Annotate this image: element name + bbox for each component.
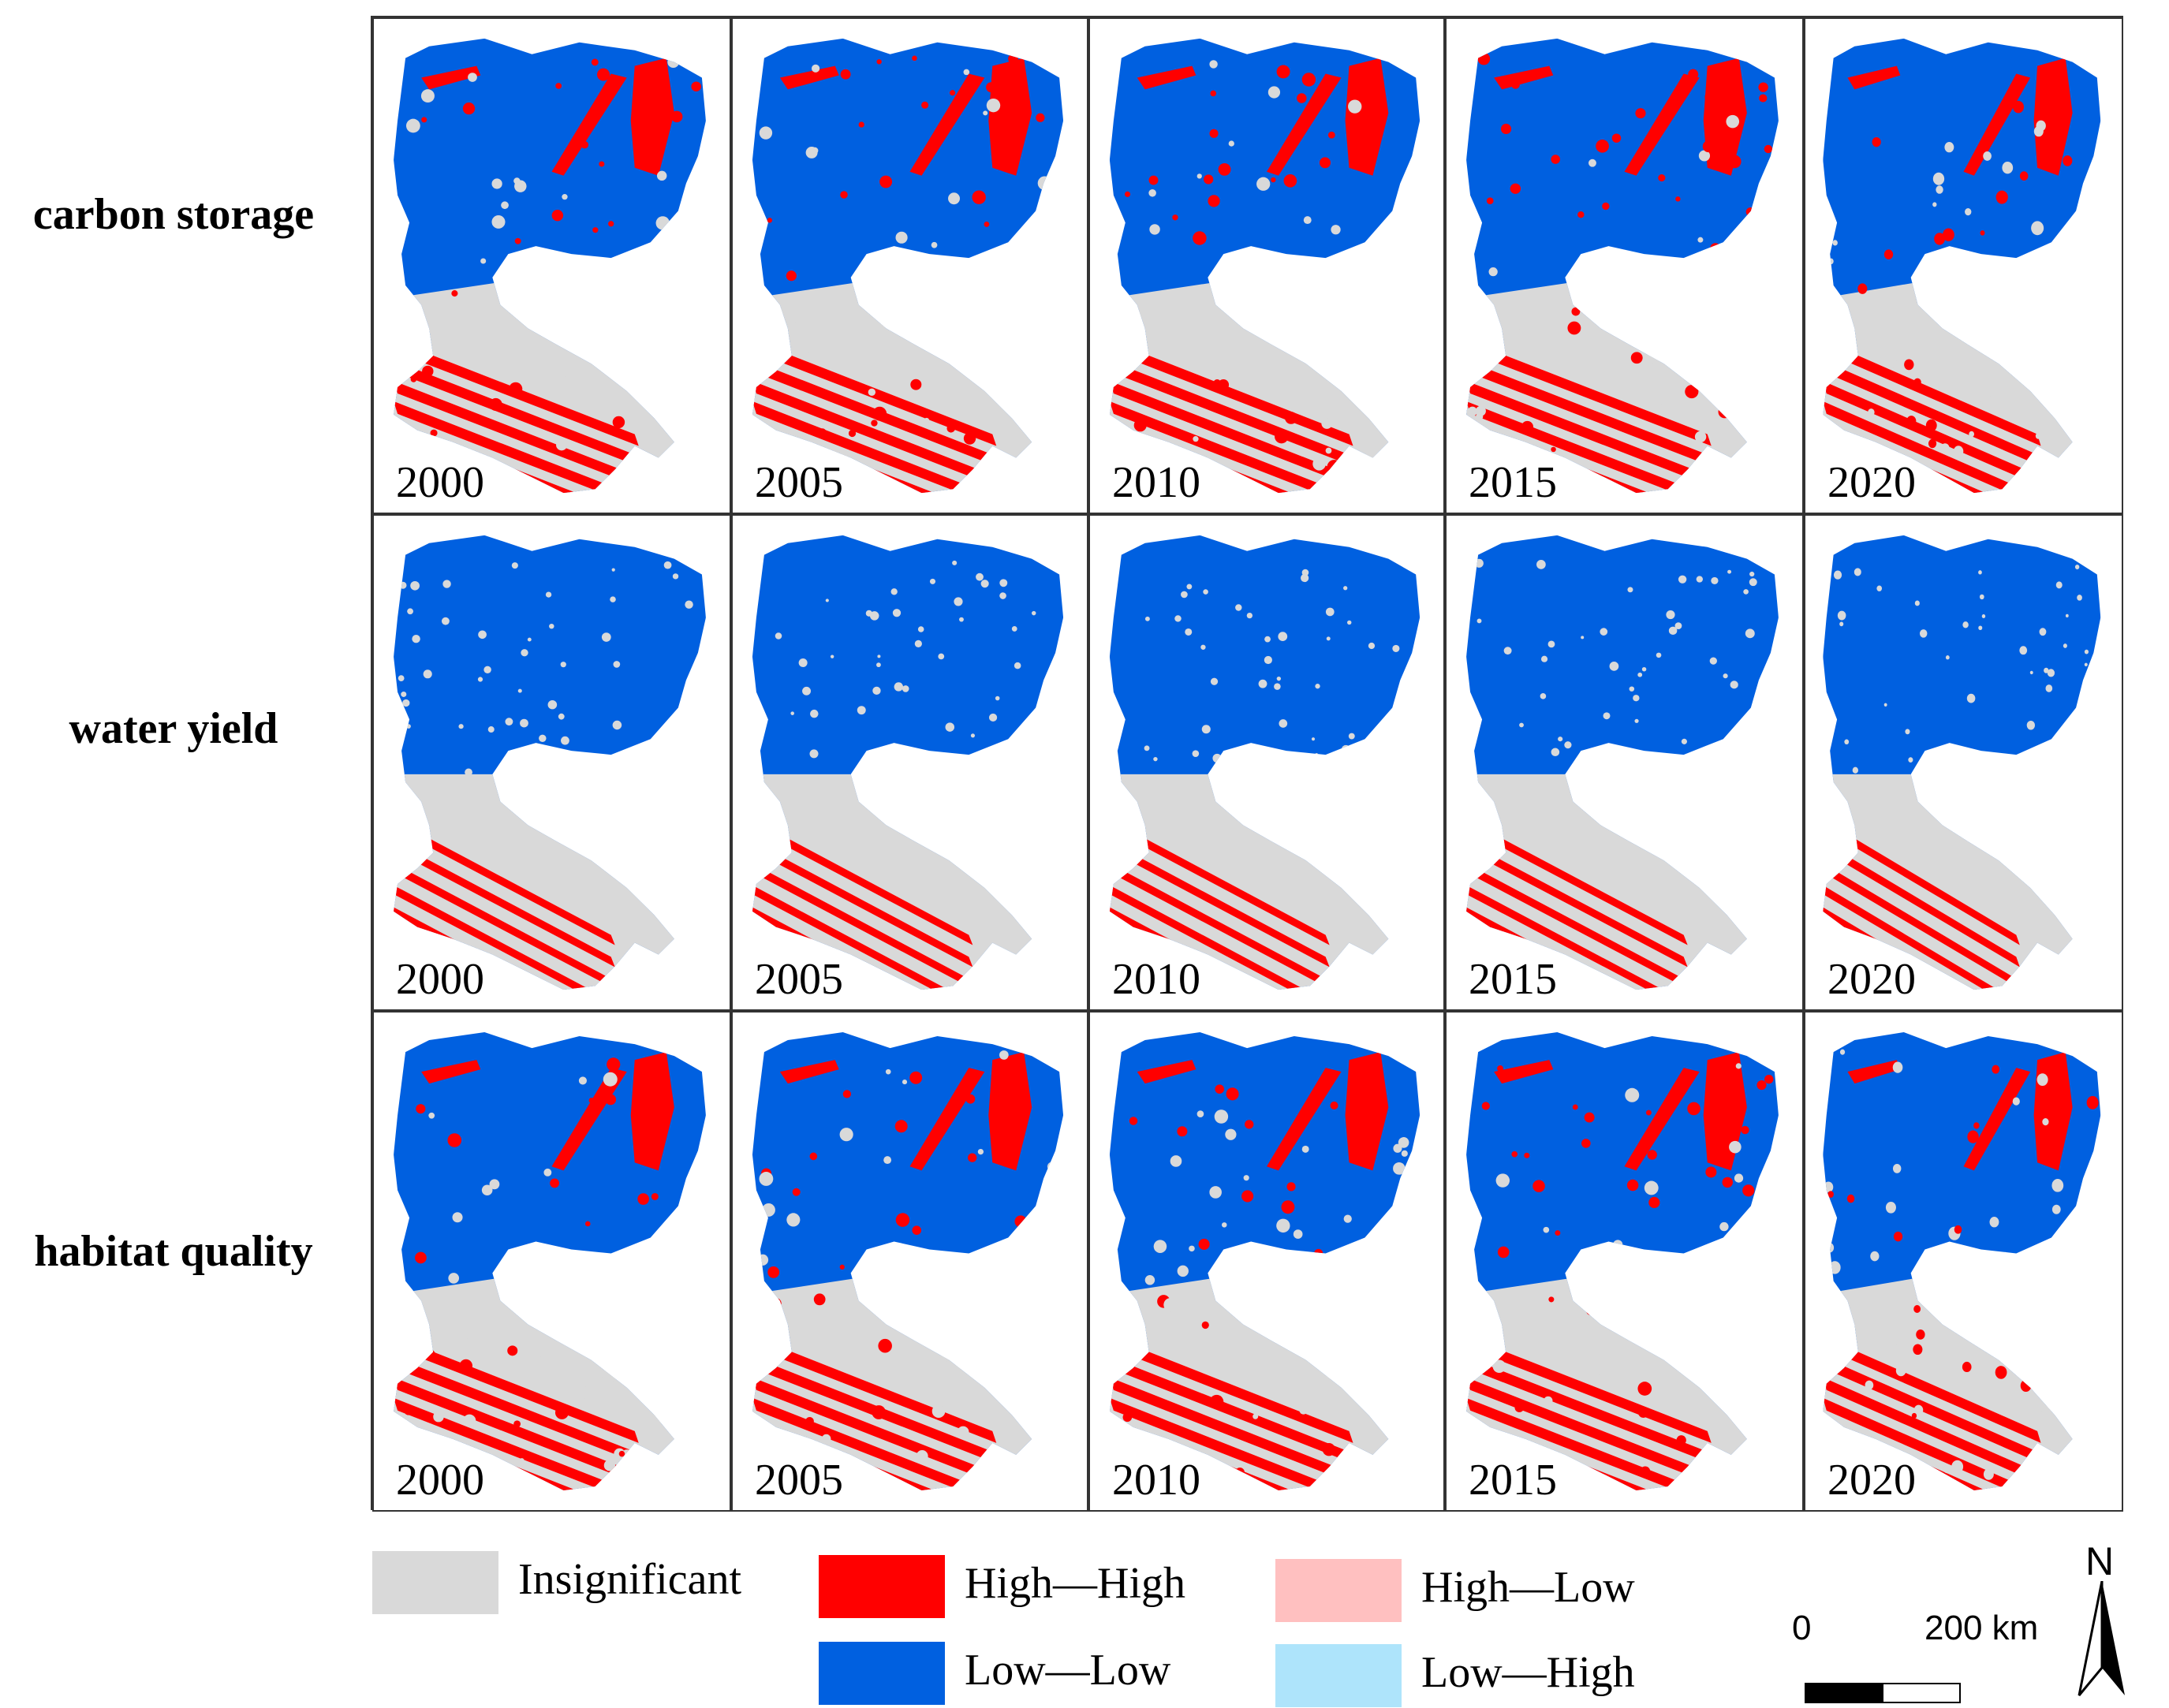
year-label: 2005 [755, 1456, 843, 1505]
map-panel-water-yield-2020: 2020 [1804, 514, 2123, 1011]
map-image [752, 535, 1064, 990]
map-image [394, 1032, 706, 1490]
map-image [1466, 38, 1779, 494]
scale-bar [1805, 1683, 1961, 1703]
year-label: 2005 [755, 955, 843, 1004]
map-image [1466, 1032, 1779, 1490]
year-label: 2005 [755, 458, 843, 507]
map-panel-water-yield-2015: 2015 [1445, 514, 1804, 1011]
map-panel-carbon-storage-2015: 2015 [1445, 17, 1804, 514]
map-panel-carbon-storage-2010: 2010 [1088, 17, 1445, 514]
legend-swatch-low-high [1275, 1644, 1402, 1707]
year-label: 2015 [1469, 1456, 1557, 1505]
north-arrow-label: N [2085, 1539, 2115, 1583]
map-image [394, 535, 706, 990]
legend-label-high-low: High—Low [1421, 1563, 1635, 1612]
map-image [1823, 38, 2101, 494]
map-panel-habitat-quality-2010: 2010 [1088, 1011, 1445, 1512]
map-panel-water-yield-2000: 2000 [372, 514, 731, 1011]
year-label: 2000 [396, 1456, 484, 1505]
year-label: 2000 [396, 458, 484, 507]
map-panel-habitat-quality-2015: 2015 [1445, 1011, 1804, 1512]
map-image [1823, 535, 2101, 990]
legend-label-insignificant: Insignificant [518, 1555, 742, 1604]
year-label: 2010 [1112, 458, 1200, 507]
north-arrow-icon: N [2074, 1539, 2130, 1699]
map-image [1109, 38, 1420, 494]
map-panel-water-yield-2005: 2005 [731, 514, 1088, 1011]
map-image [394, 38, 706, 494]
year-label: 2015 [1469, 955, 1557, 1004]
legend-label-low-low: Low—Low [965, 1646, 1171, 1695]
row-label-habitat-quality: habitat quality [34, 1227, 313, 1276]
year-label: 2000 [396, 955, 484, 1004]
row-label-water-yield: water yield [69, 704, 278, 753]
map-image [1109, 1032, 1420, 1490]
map-image [1823, 1032, 2101, 1490]
map-image [1466, 535, 1779, 990]
year-label: 2015 [1469, 458, 1557, 507]
map-image [1109, 535, 1420, 990]
map-panel-carbon-storage-2005: 2005 [731, 17, 1088, 514]
year-label: 2010 [1112, 955, 1200, 1004]
year-label: 2010 [1112, 1456, 1200, 1505]
scale-bar-start-label: 0 [1792, 1609, 1812, 1647]
map-panel-habitat-quality-2000: 2000 [372, 1011, 731, 1512]
map-panel-carbon-storage-2020: 2020 [1804, 17, 2123, 514]
map-panel-water-yield-2010: 2010 [1088, 514, 1445, 1011]
year-label: 2020 [1827, 1456, 1916, 1505]
year-label: 2020 [1827, 955, 1916, 1004]
year-label: 2020 [1827, 458, 1916, 507]
map-image [752, 38, 1064, 494]
map-grid: 2000 2005 2010 2015 2020 2000 2005 2010 2015 2020… [371, 16, 2123, 1512]
map-image [752, 1032, 1064, 1490]
row-label-carbon-storage: carbon storage [32, 190, 315, 239]
legend-swatch-high-low [1275, 1559, 1402, 1622]
legend-label-low-high: Low—High [1421, 1648, 1635, 1697]
legend-swatch-high-high [819, 1555, 945, 1618]
map-panel-carbon-storage-2000: 2000 [372, 17, 731, 514]
scale-bar-end-label: 200 km [1924, 1609, 2039, 1647]
map-panel-habitat-quality-2005: 2005 [731, 1011, 1088, 1512]
map-panel-habitat-quality-2020: 2020 [1804, 1011, 2123, 1512]
legend-swatch-low-low [819, 1642, 945, 1705]
legend-label-high-high: High—High [965, 1559, 1185, 1608]
legend-swatch-insignificant [372, 1551, 498, 1614]
